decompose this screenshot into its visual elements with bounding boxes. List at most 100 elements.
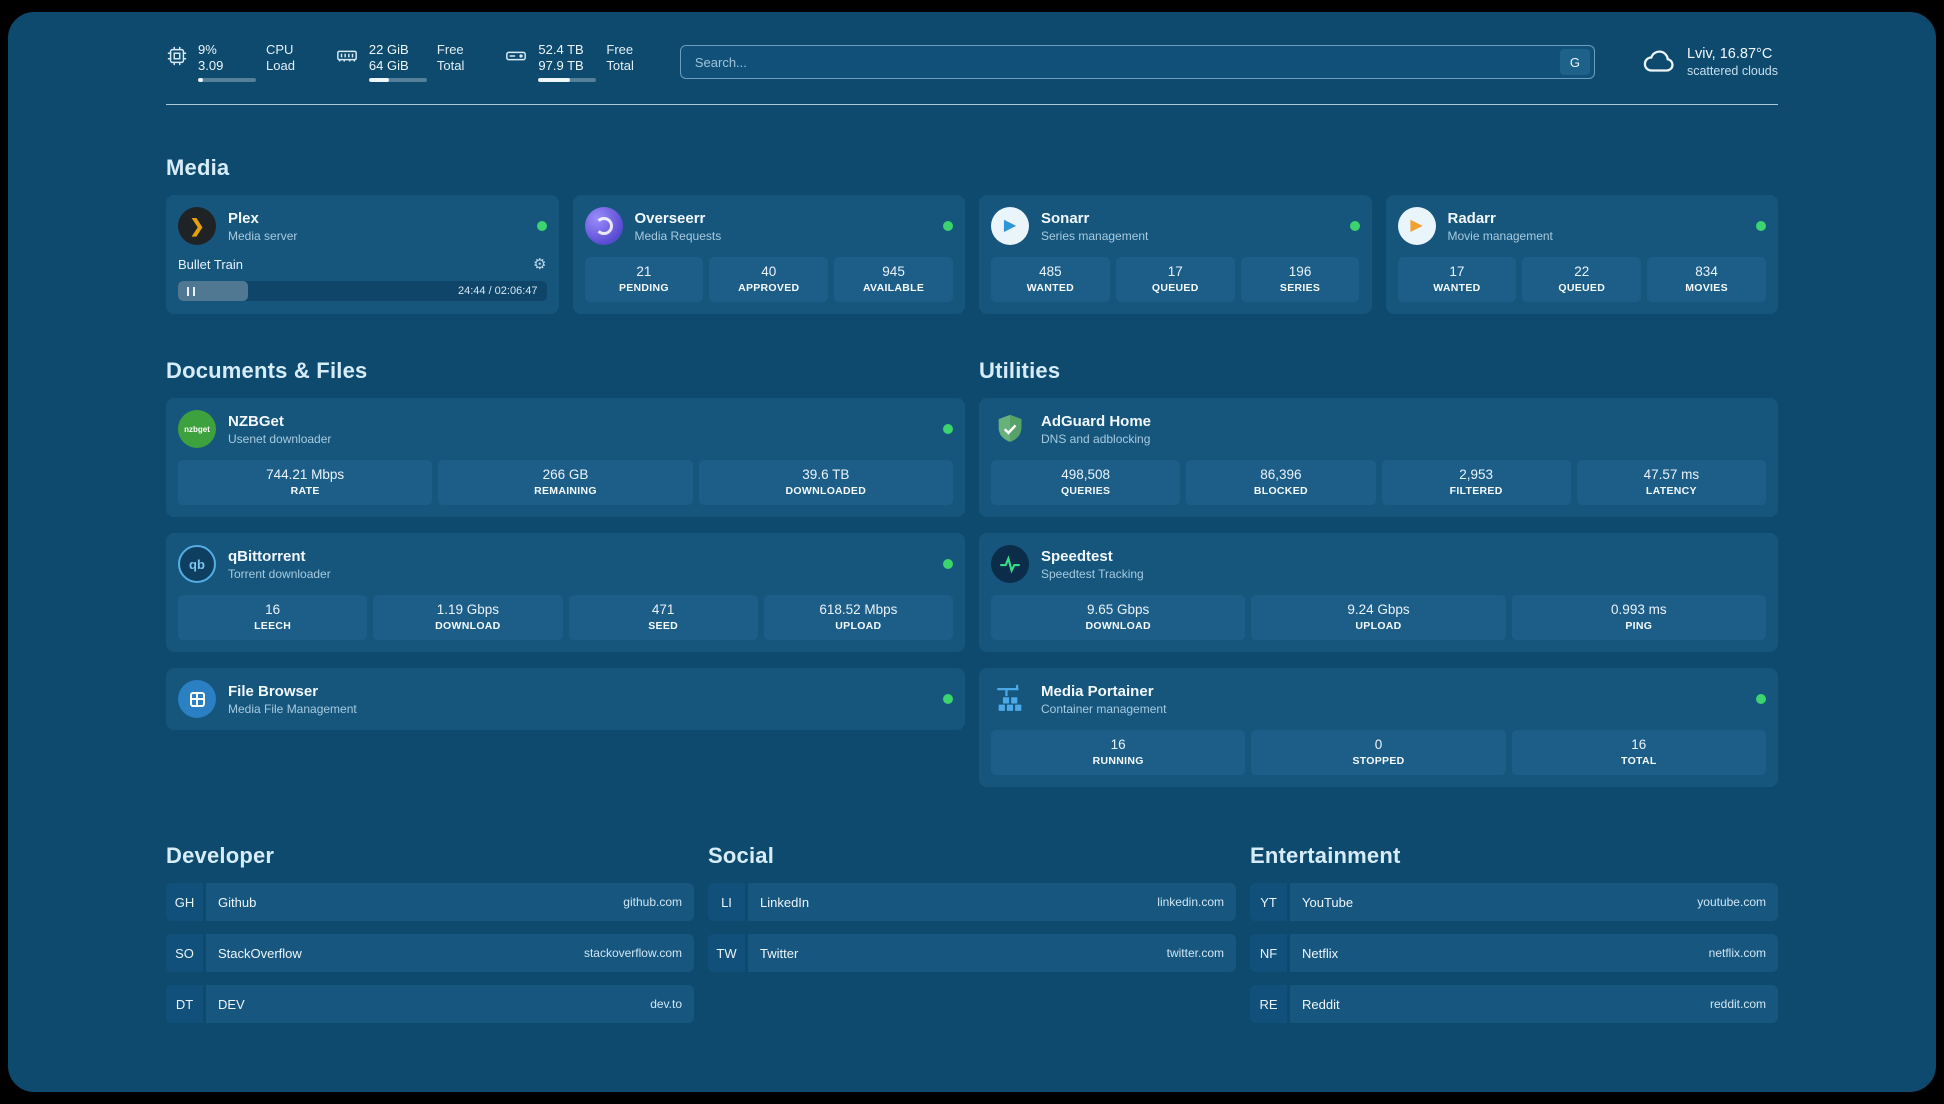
stat-value: 0 — [1374, 737, 1383, 752]
stat-tile: 9.65 Gbps DOWNLOAD — [991, 595, 1246, 640]
stat-tile: 39.6 TB DOWNLOADED — [698, 460, 953, 505]
bookmark-abbr: YT — [1250, 883, 1290, 921]
bookmark-name: Reddit — [1302, 996, 1340, 1012]
stat-value: 9.24 Gbps — [1347, 602, 1410, 617]
stat-tile: 16 RUNNING — [991, 730, 1246, 775]
sonarr-card[interactable]: ▶ Sonarr Series management 485 WANTED 17… — [979, 195, 1372, 314]
bookmark-domain: dev.to — [650, 997, 682, 1011]
search-input[interactable] — [679, 45, 1595, 79]
radarr-card[interactable]: ▶ Radarr Movie management 17 WANTED 22 Q… — [1385, 195, 1778, 314]
search-provider-button[interactable]: G — [1559, 49, 1590, 75]
radarr-stats: 17 WANTED 22 QUEUED 834 MOVIES — [1397, 257, 1767, 302]
stat-tile: 21 PENDING — [584, 257, 704, 302]
stat-tile: 196 SERIES — [1240, 257, 1360, 302]
pause-button[interactable] — [187, 286, 195, 296]
nzbget-card[interactable]: nzbget NZBGet Usenet downloader 744.21 M… — [166, 398, 965, 517]
utilities-column: AdGuard Home DNS and adblocking 498,508 … — [979, 398, 1778, 787]
stat-value: 47.57 ms — [1643, 467, 1700, 482]
bookmark-domain: youtube.com — [1697, 895, 1766, 909]
bookmark-row[interactable]: NF Netflix netflix.com — [1250, 934, 1778, 972]
stat-label: LATENCY — [1645, 485, 1697, 497]
status-online-dot — [1756, 694, 1766, 704]
stat-label: STOPPED — [1352, 755, 1405, 767]
stat-tile: 498,508 QUERIES — [991, 460, 1181, 505]
weather-widget: Lviv, 16.87°C scattered clouds — [1641, 45, 1778, 80]
sonarr-stats: 485 WANTED 17 QUEUED 196 SERIES — [991, 257, 1360, 302]
adguard-logo-icon — [991, 410, 1029, 448]
stat-label: RATE — [290, 485, 320, 497]
status-online-dot — [536, 221, 547, 231]
cpu-usage-bar — [198, 78, 256, 82]
bookmark-abbr: GH — [166, 883, 206, 921]
developer-links: GH Github github.com SO StackOverflow st… — [166, 883, 694, 1036]
playback-progress-bar[interactable]: 24:44 / 02:06:47 — [178, 281, 547, 301]
adguard-card[interactable]: AdGuard Home DNS and adblocking 498,508 … — [979, 398, 1778, 517]
stat-value: 9.65 Gbps — [1087, 602, 1150, 617]
stat-tile: 86,396 BLOCKED — [1186, 460, 1376, 505]
stat-tile: 1.19 Gbps DOWNLOAD — [373, 595, 563, 640]
overseerr-logo-icon — [584, 207, 623, 245]
stat-value: 196 — [1288, 264, 1312, 279]
bookmark-row[interactable]: GH Github github.com — [166, 883, 694, 921]
bookmark-row[interactable]: DT DEV dev.to — [166, 985, 694, 1023]
stat-label: WANTED — [1026, 282, 1075, 294]
media-cards-row: ❯ Plex Media server Bullet Train ⚙ 24:44… — [166, 195, 1778, 314]
bookmark-abbr: SO — [166, 934, 206, 972]
stat-label: LEECH — [254, 620, 292, 632]
stat-tile: 834 MOVIES — [1647, 257, 1766, 302]
speedtest-logo-icon — [991, 545, 1029, 583]
stat-value: 16 — [1110, 737, 1126, 752]
portainer-card[interactable]: Media Portainer Container management 16 … — [979, 668, 1778, 787]
topbar-divider — [166, 104, 1778, 105]
bookmark-row[interactable]: TW Twitter twitter.com — [708, 934, 1236, 972]
stat-tile: 744.21 Mbps RATE — [178, 460, 433, 505]
speedtest-card[interactable]: Speedtest Speedtest Tracking 9.65 Gbps D… — [979, 533, 1778, 652]
bookmark-row[interactable]: YT YouTube youtube.com — [1250, 883, 1778, 921]
plex-logo-icon: ❯ — [178, 207, 216, 245]
bookmark-abbr: TW — [708, 934, 748, 972]
stat-label: UPLOAD — [835, 620, 882, 632]
plex-card[interactable]: ❯ Plex Media server Bullet Train ⚙ 24:44… — [166, 195, 559, 314]
stat-label: SEED — [648, 620, 679, 632]
stat-value: 16 — [265, 602, 281, 617]
stat-value: 471 — [651, 602, 675, 617]
bookmark-domain: stackoverflow.com — [583, 946, 682, 960]
bookmark-row[interactable]: LI LinkedIn linkedin.com — [708, 883, 1236, 921]
stat-value: 39.6 TB — [802, 467, 850, 482]
stat-tile: 0 STOPPED — [1251, 730, 1506, 775]
stat-label: SERIES — [1279, 282, 1321, 294]
stat-value: 498,508 — [1061, 467, 1111, 482]
bookmark-abbr: LI — [708, 883, 748, 921]
bookmark-row[interactable]: RE Reddit reddit.com — [1250, 985, 1778, 1023]
stat-label: QUERIES — [1060, 485, 1111, 497]
disk-total: 97.9 TB — [538, 58, 584, 73]
stat-value: 945 — [882, 264, 905, 279]
stat-value: 17 — [1167, 264, 1183, 279]
stat-value: 266 GB — [542, 467, 589, 482]
settings-gear-icon[interactable]: ⚙ — [533, 256, 547, 273]
stat-tile: 16 LEECH — [178, 595, 368, 640]
stat-tile: 618.52 Mbps UPLOAD — [763, 595, 953, 640]
sonarr-logo-icon: ▶ — [991, 207, 1029, 245]
status-online-dot — [943, 424, 953, 434]
portainer-logo-icon — [991, 680, 1029, 718]
stat-tile: 47.57 ms LATENCY — [1576, 460, 1766, 505]
overseerr-card[interactable]: Overseerr Media Requests 21 PENDING 40 A… — [572, 195, 965, 314]
speedtest-stats: 9.65 Gbps DOWNLOAD 9.24 Gbps UPLOAD 0.99… — [991, 595, 1766, 640]
bookmark-domain: netflix.com — [1708, 946, 1766, 960]
cpu-clock: 3.09 — [198, 58, 224, 73]
stat-tile: 485 WANTED — [991, 257, 1110, 302]
stat-tile: 471 SEED — [568, 595, 758, 640]
qbittorrent-card[interactable]: qb qBittorrent Torrent downloader 16 LEE… — [166, 533, 965, 652]
disk-icon — [504, 45, 528, 67]
stat-label: DOWNLOAD — [1085, 620, 1151, 632]
stat-label: MOVIES — [1685, 282, 1728, 294]
bookmark-row[interactable]: SO StackOverflow stackoverflow.com — [166, 934, 694, 972]
stat-label: UPLOAD — [1355, 620, 1402, 632]
ram-total: 64 GiB — [368, 58, 409, 73]
stat-label: REMAINING — [534, 485, 597, 497]
stat-label: WANTED — [1433, 282, 1481, 294]
section-title-developer: Developer — [166, 843, 275, 868]
filebrowser-card[interactable]: File Browser Media File Management — [166, 668, 965, 730]
bookmark-abbr: DT — [166, 985, 206, 1023]
